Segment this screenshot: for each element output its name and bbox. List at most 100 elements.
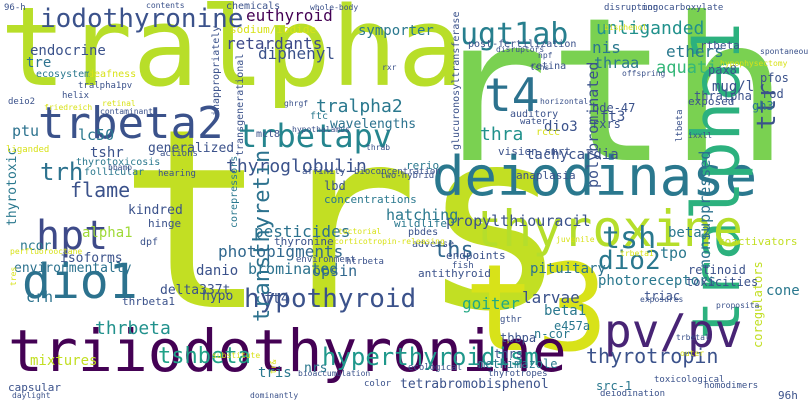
cloud-word: tralpha2 xyxy=(316,96,403,117)
cloud-word: hpf xyxy=(538,51,553,60)
cloud-word: corepressors xyxy=(229,155,240,228)
cloud-word: rerio xyxy=(406,159,440,172)
cloud-word: bisphenol xyxy=(604,23,648,32)
cloud-word: pfos xyxy=(760,71,789,85)
cloud-word: methimazole xyxy=(478,357,558,371)
cloud-word: propylthiouracil xyxy=(446,212,591,230)
cloud-word: nrs xyxy=(304,361,328,376)
cloud-word: toxicological xyxy=(654,375,725,385)
cloud-word: thra xyxy=(480,124,524,145)
cloud-word: tsh xyxy=(602,221,657,256)
cloud-word: dio2 xyxy=(598,246,661,276)
cloud-word: hearing xyxy=(158,169,196,179)
cloud-word: ecosystem xyxy=(36,69,91,80)
cloud-word: hypophysectomy xyxy=(720,59,788,68)
cloud-word: ecological xyxy=(408,363,463,373)
cloud-word: exposures xyxy=(640,295,684,304)
cloud-word: deiodinase xyxy=(432,145,758,208)
cloud-word: photoreceptors xyxy=(598,273,717,289)
cloud-word: photopigments xyxy=(218,242,344,261)
cloud-word: unliganded xyxy=(596,18,705,39)
cloud-word: dpf xyxy=(140,237,159,248)
cloud-word: delta337t xyxy=(160,283,231,298)
cloud-word: thyrotropin xyxy=(586,344,719,368)
cloud-word: thyrotoxic xyxy=(5,147,20,226)
cloud-word: gh3 xyxy=(752,99,774,113)
cloud-word: cone xyxy=(766,283,800,299)
cloud-word: two-hybrid xyxy=(380,171,435,181)
cloud-word: pesticides xyxy=(254,222,351,241)
cloud-word: diphenyl xyxy=(258,44,336,63)
cloud-word: follicular xyxy=(84,167,145,178)
cloud-word: generalized xyxy=(148,141,235,156)
cloud-word: e457a xyxy=(554,319,591,333)
cloud-word: trbeta2 xyxy=(38,98,224,149)
cloud-word: affinity xyxy=(302,167,346,177)
cloud-word: inappropriately xyxy=(211,25,222,116)
cloud-word: thyrotropes xyxy=(488,369,548,379)
cloud-word: perfluorooctane xyxy=(10,247,83,256)
cloud-word: flame xyxy=(70,178,131,202)
cloud-word: t4 xyxy=(484,68,540,122)
cloud-word: mug/l xyxy=(712,79,755,95)
cloud-word: fish xyxy=(452,261,474,271)
cloud-word: monocarboxylate xyxy=(642,3,724,13)
cloud-word: euthyroid xyxy=(246,6,333,25)
cloud-word: vision smrt xyxy=(498,145,571,158)
cloud-word: gthr xyxy=(500,315,522,325)
cloud-word: danio xyxy=(196,263,239,279)
cloud-word: whole-body xyxy=(310,3,359,12)
cloud-word: proposita xyxy=(716,301,760,310)
cloud-word: beta1 xyxy=(544,303,587,319)
cloud-word: pax8 xyxy=(708,63,737,77)
cloud-word: concentrations xyxy=(324,193,417,206)
cloud-word: post-fertilization xyxy=(468,39,577,50)
cloud-word: daylight xyxy=(12,391,51,400)
cloud-word: alpha1 xyxy=(82,225,133,241)
cloud-word: mixtures xyxy=(30,353,98,369)
cloud-word: nis xyxy=(592,38,621,57)
cloud-word: dominantly xyxy=(250,391,299,400)
cloud-word: ftc xyxy=(310,111,329,122)
cloud-word: hatching xyxy=(386,206,459,224)
cloud-word: brominated xyxy=(248,260,339,278)
cloud-word: larvae xyxy=(522,288,580,307)
cloud-word: rth xyxy=(428,0,790,208)
cloud-word: tpo xyxy=(660,244,688,262)
cloud-word: tbbpa xyxy=(500,331,537,345)
cloud-word: thyrotoxicosis xyxy=(76,157,161,168)
cloud-word: glucuronosyltransferase xyxy=(451,11,462,150)
cloud-word: trh xyxy=(40,158,84,186)
cloud-word: deio2 xyxy=(8,97,36,107)
cloud-word: trs xyxy=(118,75,570,366)
cloud-word: anaplasia xyxy=(516,169,576,182)
cloud-word: thyronine xyxy=(274,235,334,248)
cloud-word: crh xyxy=(26,288,54,306)
cloud-word: ixxll xyxy=(688,131,713,140)
cloud-word: thyroxine xyxy=(472,200,743,258)
cloud-word: bde-47 xyxy=(592,101,636,115)
cloud-word: thrab xyxy=(366,143,391,152)
cloud-word: tralpha1pv xyxy=(78,81,133,91)
cloud-word: water xyxy=(520,117,548,127)
cloud-word: tre xyxy=(26,55,52,71)
cloud-word: wavelengths xyxy=(330,117,417,132)
cloud-word: retinoid xyxy=(688,263,746,277)
cloud-word: pv/pv xyxy=(604,304,743,358)
cloud-word: aquatic xyxy=(656,58,728,78)
cloud-word: hypo xyxy=(202,289,234,304)
cloud-word: antithyroid xyxy=(418,267,491,280)
cloud-word: thraa xyxy=(594,54,640,72)
cloud-word: pbdes xyxy=(408,227,439,238)
cloud-word: tr& xyxy=(269,359,278,374)
cloud-word: retina xyxy=(530,61,567,72)
cloud-word: contents xyxy=(146,1,185,10)
cloud-word: ethers xyxy=(666,42,724,61)
cloud-word: goiter xyxy=(462,294,520,313)
cloud-word: ltbeta xyxy=(675,109,685,142)
cloud-word: tshr xyxy=(90,145,124,161)
cloud-word: retardants xyxy=(226,34,323,53)
cloud-word: beta2 xyxy=(668,225,711,241)
cloud-word: hinge xyxy=(148,217,182,230)
cloud-word: trbeta1 xyxy=(620,249,654,258)
